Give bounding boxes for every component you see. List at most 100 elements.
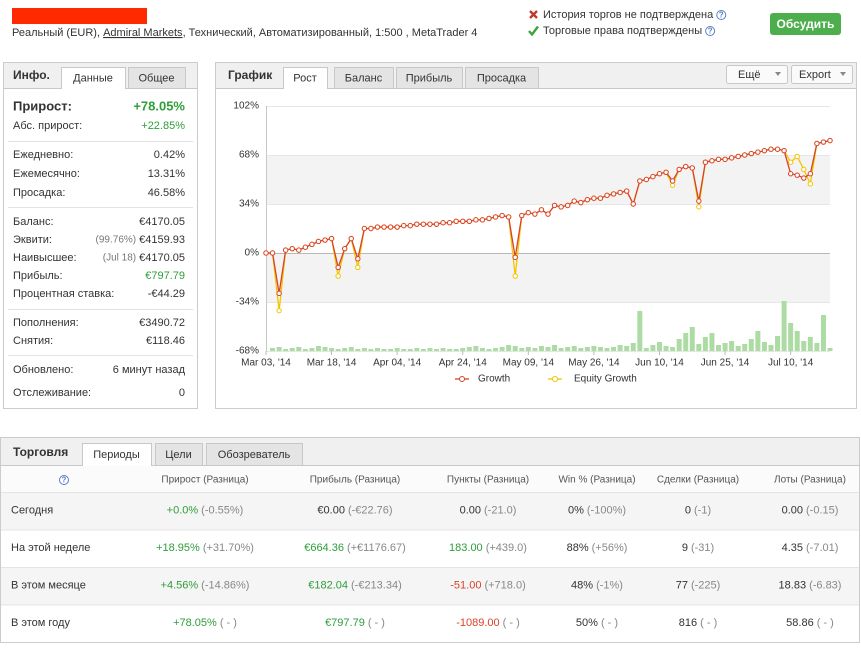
series-point	[617, 189, 623, 196]
table-cell: 9 (-31)	[682, 542, 714, 554]
volume-bar	[565, 347, 571, 351]
volume-bar	[617, 345, 623, 351]
cell-diff: (-1)	[694, 504, 711, 516]
tab-label[interactable]: Обозреватель	[218, 449, 291, 461]
volume-bar	[735, 346, 741, 351]
table-cell: -51.00 (+718.0)	[450, 579, 525, 591]
column-header-row	[1, 466, 859, 492]
table-cell: +0.0% (-0.55%)	[167, 504, 244, 516]
tab[interactable]	[465, 67, 539, 89]
volume-bar	[329, 348, 335, 351]
tab-label[interactable]: Общее	[138, 72, 174, 84]
volume-bar	[538, 346, 544, 351]
series-point	[263, 250, 269, 256]
status-cross	[529, 10, 538, 19]
volume-bar	[722, 343, 728, 351]
tab[interactable]	[396, 67, 463, 89]
cell-value: 48%	[571, 579, 593, 591]
series-point	[440, 220, 446, 226]
tab-label[interactable]: Данные	[73, 72, 113, 84]
volume-bar	[479, 348, 485, 351]
volume-bar	[637, 311, 643, 351]
volume-bar	[368, 349, 374, 351]
tab-label[interactable]: Периоды	[93, 449, 140, 461]
x-tick-label: Mar 03, '14	[241, 358, 291, 369]
chart-button-label[interactable]: Export	[799, 69, 831, 81]
table-cell: 816( - )	[679, 617, 717, 629]
row-name: В этом месяце	[11, 579, 86, 591]
chart-button[interactable]	[726, 65, 788, 84]
series-point	[650, 173, 656, 180]
series-point	[276, 307, 282, 314]
chart-button[interactable]	[791, 65, 853, 84]
info-value: €3490.72	[139, 317, 185, 329]
series-point	[328, 235, 335, 242]
cell-value: 77	[676, 579, 688, 591]
legend-marker	[552, 376, 558, 382]
info-title: Инфо.	[13, 68, 50, 82]
volume-bar	[381, 349, 387, 351]
volume-bar	[355, 349, 361, 351]
discuss-label[interactable]: Обсудить	[777, 17, 835, 31]
series-point	[702, 159, 709, 165]
series-point	[282, 247, 289, 253]
volume-bar	[493, 348, 499, 351]
table-cell: 48% (-1%)	[571, 579, 623, 591]
volume-bar	[558, 348, 564, 351]
volume-bar	[820, 315, 826, 351]
x-tick-label: Jun 25, '14	[701, 358, 750, 369]
tab[interactable]	[334, 67, 394, 89]
series-point	[683, 163, 689, 170]
volume-bar	[663, 346, 669, 351]
series-point	[492, 214, 499, 220]
tab[interactable]	[128, 67, 186, 89]
chart-panel	[215, 62, 857, 409]
volume-bar	[801, 341, 807, 351]
chart-button-label[interactable]: Ещё	[738, 69, 761, 81]
tab-label[interactable]: Просадка	[477, 72, 527, 84]
tab-label[interactable]: Баланс	[345, 72, 383, 84]
volume-bar	[604, 348, 610, 351]
cell-diff: (-€22.76)	[348, 504, 393, 516]
series-point	[669, 182, 676, 188]
help-icon[interactable]	[705, 26, 716, 36]
info-label: Наивысшее:	[13, 252, 77, 264]
volume-bar	[296, 347, 302, 351]
tab-label[interactable]: Цели	[165, 449, 191, 461]
discuss-button[interactable]	[770, 13, 841, 35]
series-point	[591, 195, 597, 201]
series-point	[512, 273, 518, 279]
info-value: 46.58%	[148, 187, 186, 199]
help-mark[interactable]: ?	[719, 11, 724, 20]
broker-link[interactable]: Admiral Markets	[103, 27, 183, 39]
info-label: Ежедневно:	[13, 149, 73, 161]
help-mark[interactable]: ?	[708, 27, 713, 36]
tab[interactable]	[155, 443, 203, 466]
help-mark[interactable]: ?	[62, 476, 67, 485]
tab-label[interactable]: Рост	[293, 72, 317, 84]
help-icon[interactable]	[59, 475, 69, 485]
info-label: Эквити:	[13, 234, 52, 246]
help-icon[interactable]	[716, 10, 727, 20]
series-point	[309, 241, 315, 248]
series-point	[669, 178, 676, 184]
volume-bar	[499, 347, 505, 351]
series-point	[355, 256, 361, 262]
series-point	[715, 156, 722, 163]
volume-bar	[525, 347, 531, 351]
volume-bar	[322, 347, 328, 351]
series-point	[361, 225, 368, 232]
volume-bar	[630, 343, 636, 351]
tab-label[interactable]: Прибыль	[406, 72, 453, 84]
column-header: Пункты (Разница)	[447, 475, 529, 486]
volume-bar	[348, 347, 354, 351]
series-point	[597, 195, 604, 201]
volume-bar	[689, 327, 695, 351]
info-panel	[3, 62, 198, 409]
legend-label: Growth	[478, 374, 510, 385]
tab[interactable]	[206, 443, 303, 466]
cell-diff: ( - )	[817, 617, 834, 629]
info-label: Абс. прирост:	[13, 120, 82, 132]
series-point	[689, 165, 695, 171]
